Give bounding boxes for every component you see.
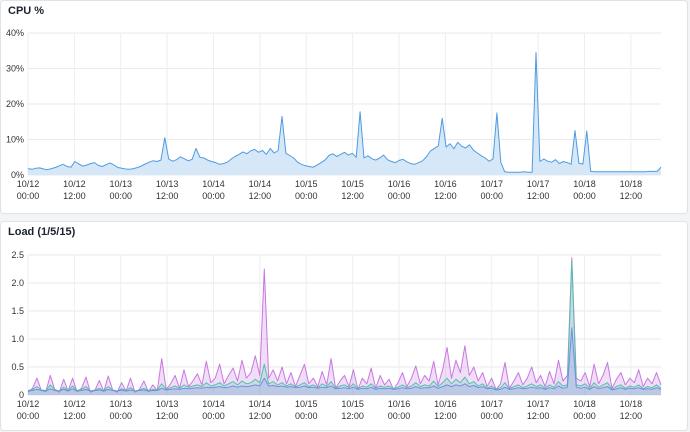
load-series-1-line: [27, 260, 662, 392]
cpu-x-tick-time: 12:00: [620, 191, 643, 201]
load-x-tick-time: 12:00: [434, 411, 457, 421]
cpu-x-tick-date: 10/17: [480, 179, 503, 189]
load-x-tick-time: 12:00: [249, 411, 272, 421]
cpu-series-0-line: [27, 52, 662, 173]
load-x-tick-date: 10/12: [63, 399, 86, 409]
cpu-panel: CPU % 0% 10% 20% 30% 40% 10/12 00:00 10/12 12:00…: [0, 0, 688, 214]
load-x-tick-time: 00:00: [202, 411, 225, 421]
cpu-x-tick-date: 10/16: [388, 179, 411, 189]
load-series-0-line: [27, 257, 662, 393]
load-x-tick-time: 12:00: [156, 411, 179, 421]
load-series-0-area: [28, 257, 661, 395]
load-x-tick-date: 10/13: [109, 399, 132, 409]
cpu-y-tick-label: 40%: [6, 28, 24, 38]
load-x-tick-time: 00:00: [109, 411, 132, 421]
load-x-tick-date: 10/18: [573, 399, 596, 409]
load-x-tick-date: 10/17: [480, 399, 503, 409]
load-x-tick-time: 12:00: [341, 411, 364, 421]
cpu-x-tick-time: 00:00: [388, 191, 411, 201]
cpu-x-tick-time: 12:00: [527, 191, 550, 201]
load-x-tick-time: 12:00: [620, 411, 643, 421]
cpu-y-tick-label: 20%: [6, 99, 24, 109]
load-x-tick-time: 00:00: [388, 411, 411, 421]
load-y-tick-label: 2.0: [11, 278, 24, 288]
cpu-x-tick-time: 00:00: [573, 191, 596, 201]
load-x-tick-date: 10/14: [249, 399, 272, 409]
load-y-tick-label: 1.0: [11, 334, 24, 344]
cpu-x-tick-date: 10/15: [295, 179, 318, 189]
cpu-chart-title: CPU %: [8, 5, 45, 17]
cpu-x-tick-time: 00:00: [17, 191, 40, 201]
cpu-x-tick-time: 12:00: [249, 191, 272, 201]
cpu-x-tick-time: 00:00: [295, 191, 318, 201]
cpu-x-tick-time: 12:00: [156, 191, 179, 201]
cpu-x-tick-time: 12:00: [63, 191, 86, 201]
cpu-y-tick-label: 30%: [6, 64, 24, 74]
load-x-tick-date: 10/13: [156, 399, 179, 409]
load-y-tick-label: 0.5: [11, 362, 24, 372]
load-y-tick-label: 0: [19, 390, 24, 400]
cpu-x-tick-date: 10/13: [109, 179, 132, 189]
cpu-x-tick-date: 10/18: [620, 179, 643, 189]
load-x-tick-time: 00:00: [573, 411, 596, 421]
load-chart-title: Load (1/5/15): [8, 226, 76, 238]
load-x-tick-date: 10/15: [341, 399, 364, 409]
cpu-x-tick-date: 10/12: [17, 179, 40, 189]
load-x-tick-date: 10/12: [17, 399, 40, 409]
cpu-x-tick-date: 10/12: [63, 179, 86, 189]
load-x-tick-time: 00:00: [295, 411, 318, 421]
cpu-x-tick-date: 10/13: [156, 179, 179, 189]
cpu-x-tick-time: 00:00: [109, 191, 132, 201]
load-x-tick-date: 10/17: [527, 399, 550, 409]
load-series-2-line: [27, 327, 662, 392]
load-x-tick-time: 00:00: [480, 411, 503, 421]
cpu-x-tick-date: 10/14: [249, 179, 272, 189]
load-series-1-area: [28, 260, 661, 395]
load-chart: 0 0.5 1.0 1.5 2.0 2.5 10/12 00:00 10/12 12:00 10/1…: [11, 250, 662, 421]
cpu-x-tick-date: 10/16: [434, 179, 457, 189]
load-panel: Load (1/5/15) 0 0.5 1.0 1.5 2.0 2.5 10/12 00:00…: [0, 221, 688, 431]
load-x-tick-time: 12:00: [527, 411, 550, 421]
cpu-chart: 0% 10% 20% 30% 40% 10/12 00:00 10/12 12:00 10/13 0…: [6, 28, 662, 201]
load-x-tick-time: 12:00: [63, 411, 86, 421]
load-x-tick-date: 10/16: [388, 399, 411, 409]
cpu-x-tick-date: 10/17: [527, 179, 550, 189]
cpu-x-tick-date: 10/18: [573, 179, 596, 189]
load-x-tick-time: 00:00: [17, 411, 40, 421]
load-x-tick-date: 10/15: [295, 399, 318, 409]
cpu-series-0-area: [28, 52, 661, 175]
cpu-x-tick-time: 12:00: [434, 191, 457, 201]
load-y-tick-label: 1.5: [11, 306, 24, 316]
cpu-y-tick-label: 10%: [6, 135, 24, 145]
cpu-x-tick-date: 10/15: [341, 179, 364, 189]
load-y-tick-label: 2.5: [11, 250, 24, 260]
load-x-tick-date: 10/18: [620, 399, 643, 409]
cpu-x-tick-date: 10/14: [202, 179, 225, 189]
cpu-x-tick-time: 00:00: [480, 191, 503, 201]
cpu-x-tick-time: 12:00: [341, 191, 364, 201]
cpu-y-tick-label: 0%: [11, 170, 24, 180]
cpu-x-tick-time: 00:00: [202, 191, 225, 201]
load-x-tick-date: 10/14: [202, 399, 225, 409]
load-x-tick-date: 10/16: [434, 399, 457, 409]
